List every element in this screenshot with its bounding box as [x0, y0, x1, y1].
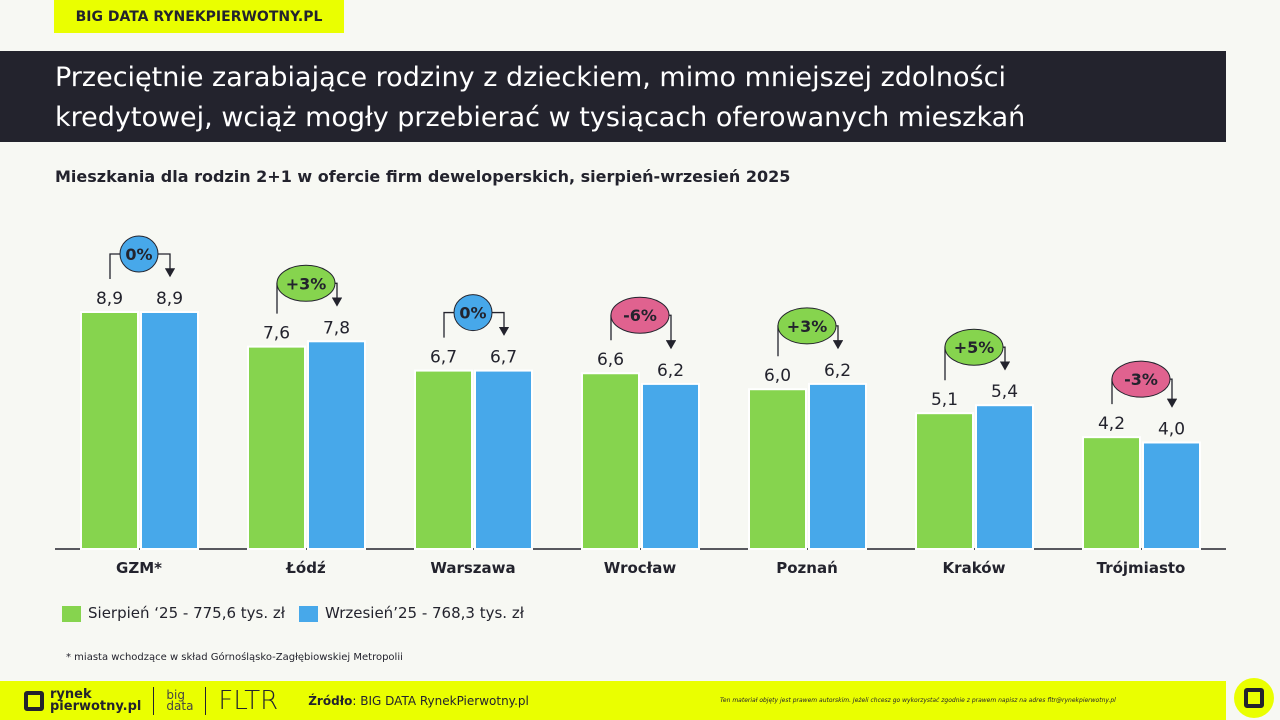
data-label: 7,6 [263, 324, 290, 344]
data-label: 8,9 [156, 289, 183, 309]
data-label: 6,6 [597, 350, 624, 370]
legend-swatch-blue [299, 605, 319, 622]
category-label: GZM* [116, 559, 162, 577]
bar-august [1082, 436, 1141, 551]
bar-september [975, 404, 1034, 550]
change-badge [119, 235, 159, 273]
change-label: -6% [623, 306, 657, 325]
change-badge [276, 264, 336, 302]
legend-swatch-green [62, 605, 81, 622]
change-badge [1111, 360, 1171, 398]
category-label: Wrocław [604, 559, 677, 577]
logo-square-icon [1244, 688, 1264, 708]
change-badge [777, 307, 837, 345]
data-label: 4,2 [1098, 414, 1125, 434]
data-label: 6,7 [430, 348, 457, 368]
title-line-2: kredytowej, wciąż mogły przebierać w tys… [55, 102, 1026, 133]
data-label: 6,0 [764, 366, 791, 386]
change-label: +3% [286, 274, 327, 293]
legend-label: Wrzesień’25 - 768,3 tys. zł [325, 604, 524, 622]
data-label: 8,9 [96, 289, 123, 309]
data-label: 6,7 [490, 348, 517, 368]
data-label: 4,0 [1158, 419, 1185, 439]
change-label: +5% [954, 338, 995, 357]
bar-september [140, 311, 199, 550]
source: Źródło: BIG DATA RynekPierwotny.pl [308, 693, 529, 708]
bigdata-logo: big data [166, 687, 194, 713]
legend-item-august: Sierpień ‘25 - 775,6 tys. zł [62, 604, 285, 622]
footer: rynek pierwotny.pl big data FLTR Źródło: B… [0, 681, 1226, 720]
bar-august [748, 388, 807, 551]
data-label: 7,8 [323, 318, 350, 338]
corner-logo [1234, 678, 1274, 718]
data-label: 5,1 [931, 390, 958, 410]
fltr-logo: FLTR [218, 685, 279, 716]
change-label: +3% [787, 317, 828, 336]
footnote: * miasta wchodzące w skład Górnośląsko-Z… [66, 652, 403, 663]
bar-august [247, 345, 306, 550]
legend-label: Sierpień ‘25 - 775,6 tys. zł [88, 604, 286, 622]
page-title: Przeciętnie zarabiające rodziny z dzieck… [0, 51, 1226, 142]
bar-september [1142, 441, 1201, 551]
change-badge [453, 294, 493, 332]
divider [153, 686, 155, 715]
bar-september [808, 382, 867, 550]
data-label: 6,2 [657, 361, 684, 381]
data-label: 6,2 [824, 361, 851, 381]
legend-item-september: Wrzesień’25 - 768,3 tys. zł [299, 604, 524, 622]
bar-chart: 8,9 8,9 GZM* 0% 7,6 7,8 Łódź +3% 6,7 6,7 Warszawa 0… [55, 235, 1226, 577]
legend: Sierpień ‘25 - 775,6 tys. zł Wrzesień’25… [62, 604, 524, 622]
category-label: Łódź [285, 559, 326, 577]
bar-august [581, 372, 640, 550]
change-label: 0% [125, 245, 152, 264]
copyright-note: Ten materiał objęty jest prawem autorski… [720, 697, 1116, 704]
change-label: 0% [459, 304, 486, 323]
change-badge [610, 296, 670, 334]
bar-august [414, 369, 473, 550]
category-label: Trójmiasto [1097, 559, 1186, 577]
category-label: Poznań [776, 559, 838, 577]
title-line-1: Przeciętnie zarabiające rodziny z dzieck… [55, 62, 1006, 93]
bar-august [915, 412, 974, 550]
category-label: Warszawa [430, 559, 515, 577]
bar-september [474, 369, 533, 550]
divider [205, 686, 207, 715]
bar-september [641, 382, 700, 550]
data-label: 5,4 [991, 382, 1018, 402]
category-label: Kraków [943, 559, 1006, 577]
change-label: -3% [1124, 370, 1158, 389]
bar-september [307, 340, 366, 551]
rynekpierwotny-logo: rynek pierwotny.pl [24, 688, 141, 713]
chart-title: Mieszkania dla rodzin 2+1 w ofercie firm… [55, 167, 791, 186]
bar-august [80, 311, 139, 550]
logo-square-icon [24, 690, 44, 711]
brand-tag: BIG DATA RYNEKPIERWOTNY.PL [54, 0, 344, 33]
change-badge [944, 328, 1004, 366]
